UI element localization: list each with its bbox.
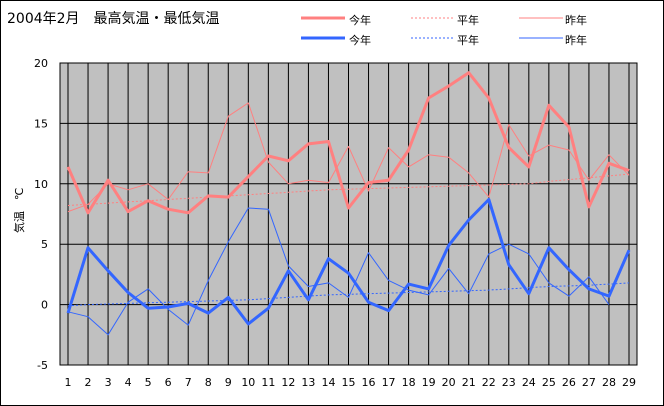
- x-tick-label: 13: [301, 376, 315, 389]
- x-tick-label: 2: [85, 376, 92, 389]
- legend-label-high-normal: 平年: [457, 14, 479, 27]
- x-tick-label: 12: [281, 376, 295, 389]
- x-tick-label: 24: [522, 376, 536, 389]
- x-tick-label: 22: [482, 376, 496, 389]
- y-tick-label: -5: [37, 359, 48, 372]
- x-tick-label: 6: [165, 376, 172, 389]
- x-tick-label: 3: [105, 376, 112, 389]
- x-tick-label: 29: [622, 376, 636, 389]
- x-tick-label: 17: [382, 376, 396, 389]
- x-tick-label: 4: [125, 376, 132, 389]
- legend-label-high-current: 今年: [349, 14, 371, 27]
- series-line-high-thick: [66, 71, 630, 215]
- series-line-low-thin: [67, 207, 610, 336]
- x-tick-label: 20: [442, 376, 456, 389]
- legend-label-low-last-year: 昨年: [565, 34, 587, 47]
- x-tick-label: 18: [402, 376, 416, 389]
- x-tick-label: 25: [542, 376, 556, 389]
- series-line-high-thin: [67, 102, 630, 213]
- x-tick-label: 15: [342, 376, 356, 389]
- x-tick-label: 10: [241, 376, 255, 389]
- x-tick-label: 1: [65, 376, 72, 389]
- x-tick-label: 8: [205, 376, 212, 389]
- legend-label-high-last-year: 昨年: [565, 14, 587, 27]
- x-tick-label: 26: [562, 376, 576, 389]
- y-tick-label: 5: [41, 238, 48, 251]
- x-tick-label: 23: [502, 376, 516, 389]
- x-tick-label: 16: [362, 376, 376, 389]
- y-tick-label: 0: [41, 299, 48, 312]
- x-tick-label: 19: [422, 376, 436, 389]
- x-tick-label: 21: [462, 376, 476, 389]
- y-tick-label: 20: [34, 57, 48, 70]
- series-line-low-dotted: [67, 282, 630, 307]
- x-tick-label: 9: [225, 376, 232, 389]
- series-line-low-thick: [66, 198, 631, 326]
- legend-label-low-normal: 平年: [457, 34, 479, 47]
- x-tick-label: 14: [321, 376, 335, 389]
- chart-title: 2004年2月 最高気温・最低気温: [7, 11, 220, 27]
- series-line-high-dotted: [67, 173, 630, 206]
- x-tick-label: 28: [602, 376, 616, 389]
- y-tick-label: 15: [34, 117, 48, 130]
- x-tick-label: 11: [261, 376, 275, 389]
- x-tick-label: 5: [145, 376, 152, 389]
- legend-label-low-current: 今年: [349, 34, 371, 47]
- x-tick-label: 7: [185, 376, 192, 389]
- x-tick-label: 27: [582, 376, 596, 389]
- y-tick-label: 10: [34, 178, 48, 191]
